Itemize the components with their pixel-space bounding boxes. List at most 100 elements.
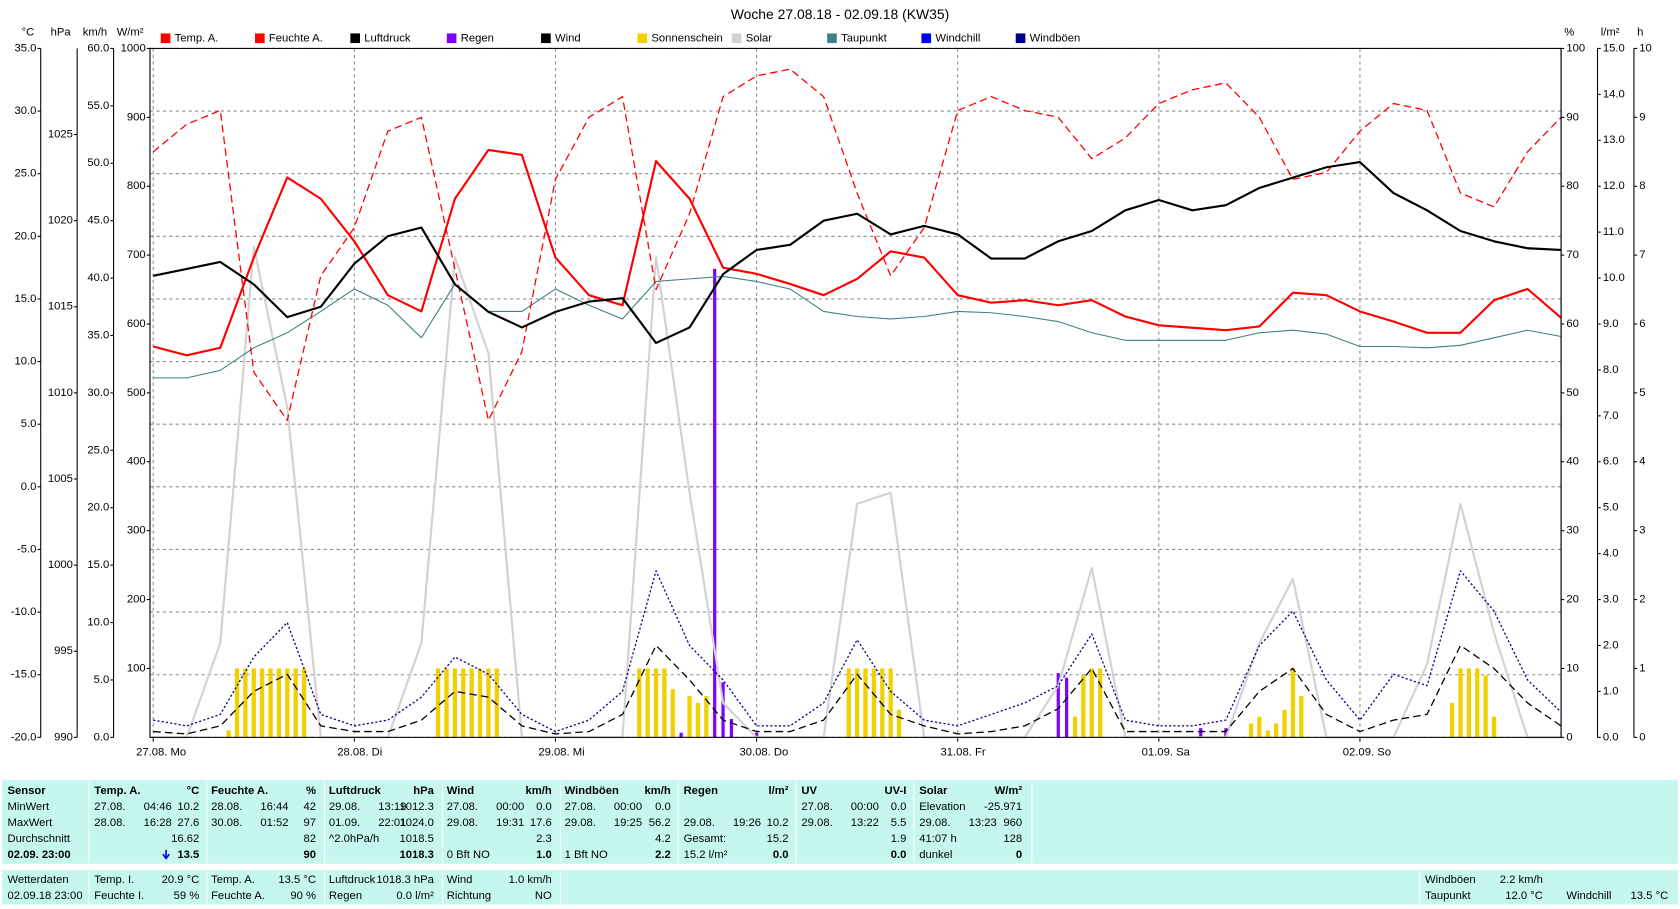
bar [713, 268, 717, 738]
x-tick-label: 31.08. Fr [941, 746, 986, 758]
bar [871, 668, 877, 738]
y-tick-label: 1020 [48, 215, 73, 227]
cell: 19:25 [614, 817, 642, 829]
y-tick-label: 0 [1639, 731, 1645, 743]
legend-label: Solar [746, 33, 773, 45]
cell: 27.08. [94, 801, 125, 813]
current-panel [2, 870, 1678, 905]
bar [670, 689, 675, 738]
x-tick-label: 27.08. Mo [136, 746, 186, 758]
legend-label: Regen [461, 33, 494, 45]
legend-label: Windböen [1030, 33, 1081, 45]
cell: 0.0 [536, 801, 552, 813]
cell: 97 [304, 817, 317, 829]
cell: 01:52 [260, 817, 288, 829]
y-tick-label: 30 [1566, 525, 1579, 537]
column-header: Wind [447, 785, 475, 797]
column-header: Windböen [565, 785, 619, 797]
bar [477, 668, 483, 738]
y-tick-label: 0 [1566, 731, 1572, 743]
cell: Temp. I. [94, 874, 134, 886]
cell: Wetterdaten [8, 874, 69, 886]
cell: 00:00 [496, 801, 524, 813]
bar [1224, 728, 1228, 738]
cell: 00:00 [614, 801, 642, 813]
bar [1475, 668, 1480, 738]
legend-swatch [921, 33, 932, 44]
y-tick-label: 9 [1639, 111, 1645, 123]
bar [855, 668, 860, 738]
y-tick-label: 900 [127, 111, 146, 123]
bar [695, 702, 701, 738]
legend-swatch [160, 33, 171, 44]
bar [729, 718, 734, 738]
axis-unit: l/m² [1601, 26, 1620, 38]
y-tick-label: 60 [1566, 318, 1579, 330]
bar [243, 668, 248, 738]
y-tick-label: 400 [127, 456, 146, 468]
axis-unit: % [1564, 26, 1574, 38]
bar [435, 668, 441, 738]
cell: 17.6 [530, 817, 552, 829]
cell: 04:46 [144, 801, 172, 813]
bar [276, 668, 282, 738]
legend-swatch [637, 33, 648, 44]
bar [645, 668, 650, 738]
y-tick-label: 1.0 [1603, 685, 1619, 697]
bar [679, 732, 683, 738]
cell: 1018.5 [400, 833, 434, 845]
y-tick-label: 40 [1566, 456, 1579, 468]
bar [268, 668, 273, 738]
y-tick-label: 70 [1566, 249, 1579, 261]
bar [226, 730, 231, 738]
cell: 16:28 [144, 817, 172, 829]
cell: 02.09. 23:00 [8, 849, 71, 861]
legend-label: Wind [555, 33, 581, 45]
cell: 15.2 [767, 833, 789, 845]
cell: 2.2 [655, 849, 671, 861]
bar [1265, 730, 1270, 738]
legend-label: Temp. A. [175, 33, 219, 45]
y-tick-label: 20 [1566, 594, 1579, 606]
bar [754, 732, 759, 738]
y-tick-label: 30.0 [87, 387, 109, 399]
y-tick-label: 8.0 [1603, 364, 1619, 376]
series-line [153, 644, 1562, 735]
cell: Wind [447, 874, 473, 886]
cell: Elevation [919, 801, 965, 813]
y-tick-label: 1025 [48, 129, 73, 141]
cell: dunkel [919, 849, 952, 861]
y-tick-label: 14.0 [1603, 88, 1625, 100]
legend-swatch [731, 33, 742, 44]
y-tick-label: 15.0 [87, 559, 109, 571]
y-tick-label: 1 [1639, 662, 1645, 674]
cell: 29.08. [801, 817, 832, 829]
x-tick-label: 28.08. Di [337, 746, 382, 758]
cell: 41:07 h [919, 833, 957, 845]
y-tick-label: 500 [127, 387, 146, 399]
bar [469, 668, 474, 738]
y-tick-label: 7.0 [1603, 410, 1619, 422]
x-tick-label: 30.08. Do [739, 746, 788, 758]
bar [251, 668, 256, 738]
cell: 01.09. [329, 817, 360, 829]
bar [461, 668, 466, 738]
cell: 10.2 [767, 817, 789, 829]
x-tick-label: 29.08. Mi [538, 746, 584, 758]
cell: Feuchte I. [94, 890, 144, 902]
series-line [152, 161, 1562, 345]
bar [301, 668, 307, 738]
cell: 13.5 °C [278, 874, 316, 886]
column-header: Luftdruck [329, 785, 382, 797]
cell: 128 [1003, 833, 1022, 845]
cell: 0 Bft NO [447, 849, 490, 861]
y-tick-label: 1015 [48, 301, 73, 313]
bar [1449, 702, 1455, 738]
cell: 0.0 [655, 801, 671, 813]
y-tick-label: 1005 [48, 473, 73, 485]
cell: 56.2 [649, 817, 671, 829]
y-tick-label: 100 [1566, 42, 1585, 54]
bar [1098, 668, 1103, 738]
y-tick-label: 7 [1639, 249, 1645, 261]
